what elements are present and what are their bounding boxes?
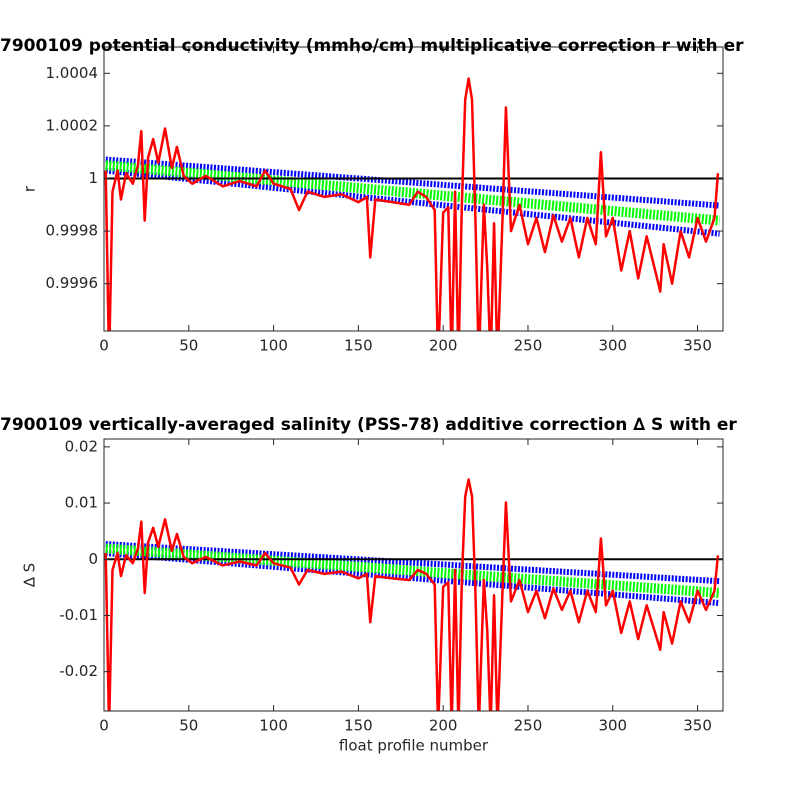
x-tick-label: 100	[259, 337, 288, 355]
y-tick-label: 0.9996	[46, 274, 99, 292]
chart-title: 7900109 vertically-averaged salinity (PS…	[0, 415, 737, 435]
y-tick-label: 0.02	[65, 437, 98, 455]
x-tick-label: 0	[99, 717, 109, 735]
y-axis-label: ∆ S	[21, 563, 39, 588]
y-axis-label: r	[21, 185, 39, 192]
x-tick-label: 50	[179, 717, 198, 735]
x-tick-label: 0	[99, 337, 109, 355]
y-tick-label: -0.01	[59, 606, 98, 624]
series-line	[105, 550, 720, 607]
plot-area	[104, 478, 723, 711]
y-tick-label: -0.02	[59, 662, 98, 680]
x-tick-label: 200	[429, 717, 458, 735]
series-line	[105, 160, 721, 226]
x-tick-label: 150	[344, 717, 373, 735]
x-tick-label: 100	[259, 717, 288, 735]
y-tick-label: 0.9998	[46, 222, 99, 240]
series-line	[105, 167, 720, 237]
x-tick-label: 250	[514, 337, 543, 355]
axes-box	[103, 46, 724, 332]
x-tick-label: 150	[344, 337, 373, 355]
y-tick-label: 1	[88, 169, 98, 187]
y-tick-label: 1.0004	[46, 64, 99, 82]
x-tick-label: 350	[683, 337, 712, 355]
y-tick-label: 0.01	[65, 494, 98, 512]
x-tick-label: 300	[598, 337, 627, 355]
axes-box	[103, 438, 724, 712]
series-line	[104, 478, 720, 711]
x-tick-label: 250	[514, 717, 543, 735]
y-tick-label: 1.0002	[46, 116, 99, 134]
x-tick-label: 200	[429, 337, 458, 355]
series-line	[105, 543, 720, 598]
x-tick-label: 350	[683, 717, 712, 735]
plot-area	[104, 77, 723, 331]
x-axis-label: float profile number	[339, 737, 489, 755]
x-tick-label: 300	[598, 717, 627, 735]
series-line	[105, 156, 720, 209]
x-tick-label: 50	[179, 337, 198, 355]
series-line	[104, 77, 720, 331]
series-line	[105, 541, 720, 585]
chart-title: 7900109 potential conductivity (mmho/cm)…	[0, 36, 744, 56]
y-tick-label: 0	[88, 550, 98, 568]
